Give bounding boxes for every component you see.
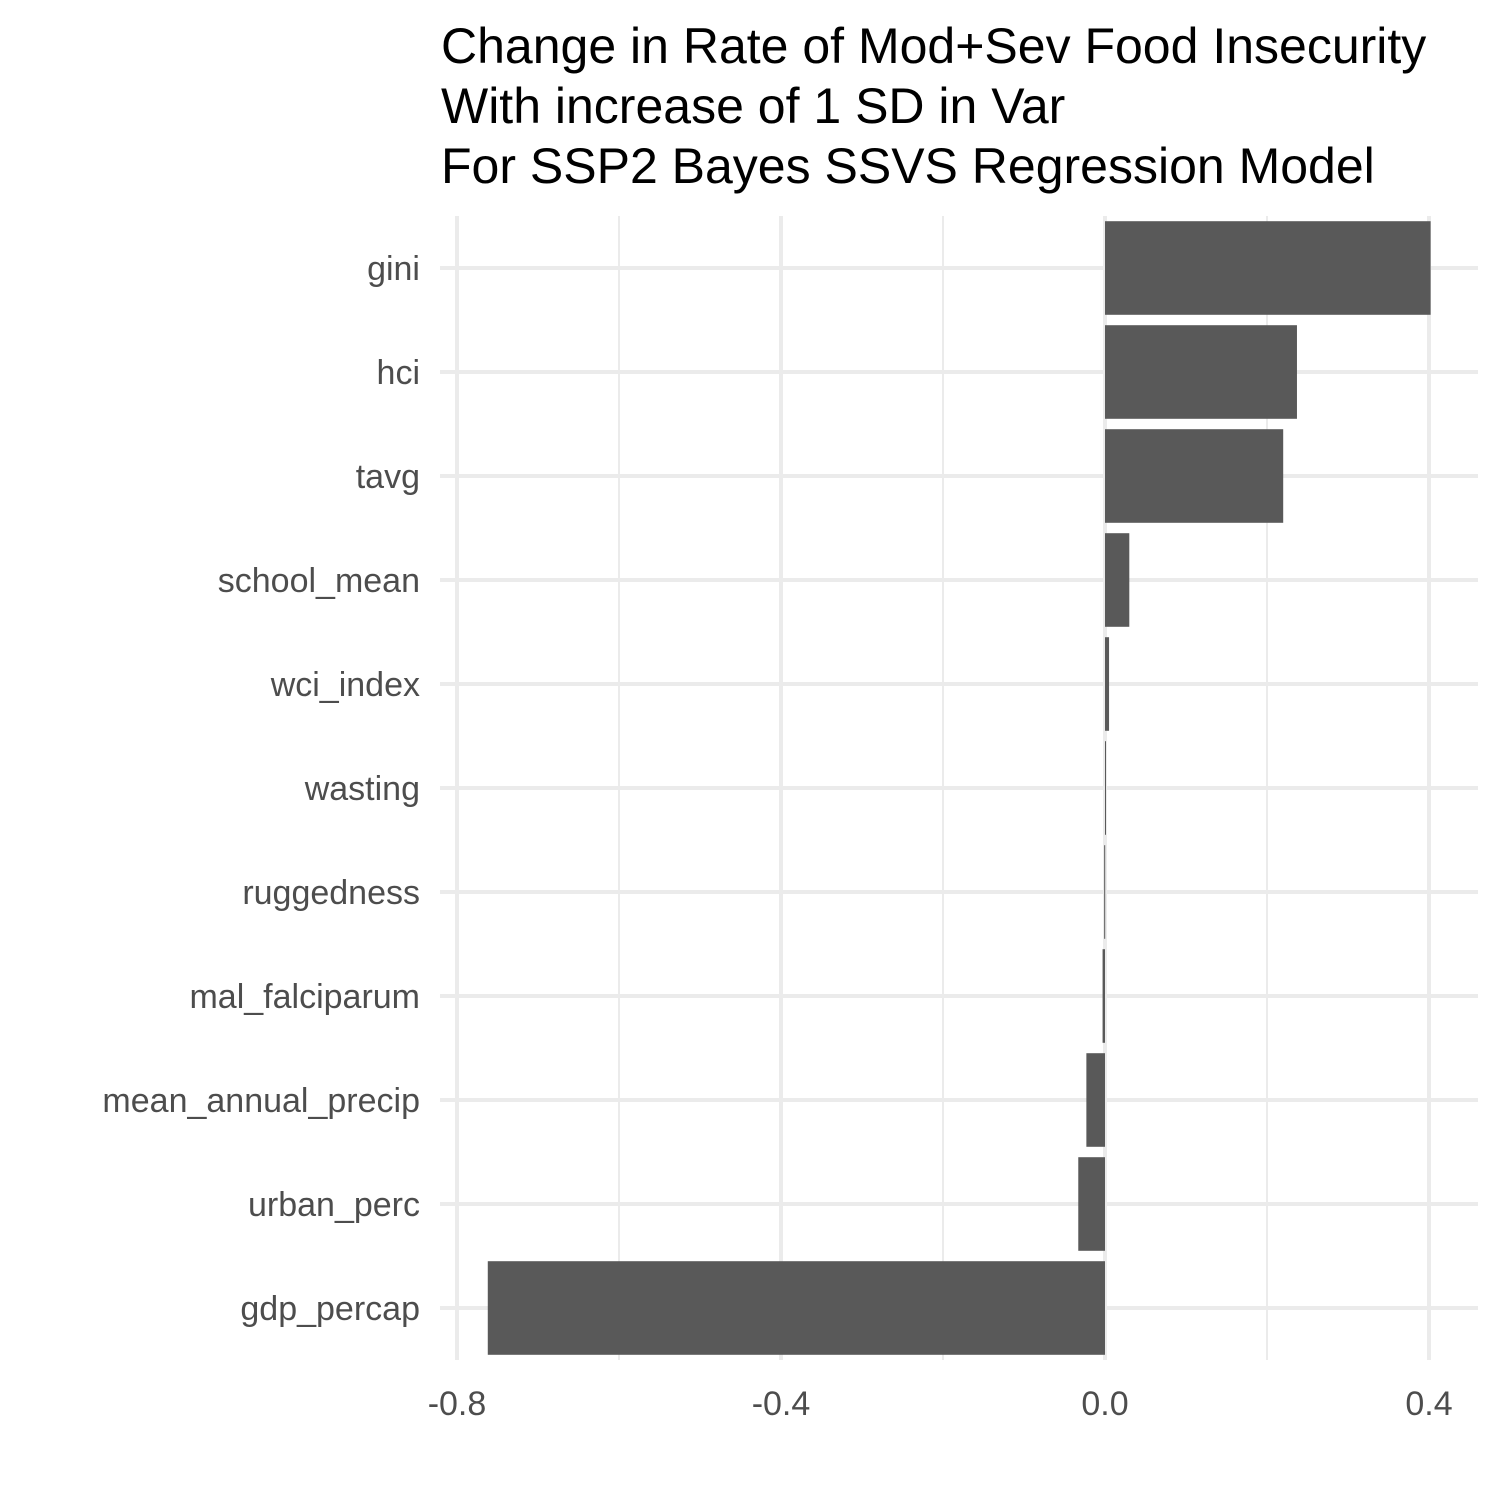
chart-title-line-3: For SSP2 Bayes SSVS Regression Model [441, 138, 1375, 194]
category-label: gini [367, 250, 420, 288]
category-label: gdp_percap [240, 1290, 420, 1328]
bar-gini [1105, 221, 1431, 315]
chart-title-line-2: With increase of 1 SD in Var [441, 78, 1065, 134]
category-label: mean_annual_precip [102, 1082, 420, 1120]
category-label: wasting [304, 770, 420, 808]
bar-hci [1105, 325, 1297, 419]
x-tick-label: 0.4 [1405, 1385, 1452, 1423]
category-label: ruggedness [242, 874, 420, 912]
category-label: wci_index [270, 666, 420, 704]
bars [487, 221, 1431, 1355]
chart-title-line-1: Change in Rate of Mod+Sev Food Insecurit… [441, 18, 1426, 74]
x-tick-label: 0.0 [1081, 1385, 1128, 1423]
bar-gdp-percap [487, 1261, 1105, 1355]
bar-urban-perc [1078, 1157, 1105, 1251]
category-label: urban_perc [248, 1186, 420, 1224]
grid [440, 216, 1478, 1360]
bar-wasting [1105, 741, 1106, 835]
bar-ruggedness [1104, 845, 1106, 939]
category-label: mal_falciparum [189, 978, 420, 1016]
bar-wci-index [1105, 637, 1110, 731]
category-label: hci [377, 354, 420, 392]
bar-mal-falciparum [1102, 949, 1105, 1043]
category-label: tavg [356, 458, 420, 496]
category-label: school_mean [218, 562, 420, 600]
bar-tavg [1105, 429, 1284, 523]
x-tick-label: -0.4 [752, 1385, 811, 1423]
x-tick-label: -0.8 [428, 1385, 487, 1423]
bar-school-mean [1105, 533, 1130, 627]
bar-mean-annual-precip [1086, 1053, 1105, 1147]
x-tick-labels: -0.8 -0.4 0.0 0.4 [428, 1385, 1453, 1423]
chart-title: Change in Rate of Mod+Sev Food Insecurit… [441, 18, 1426, 194]
